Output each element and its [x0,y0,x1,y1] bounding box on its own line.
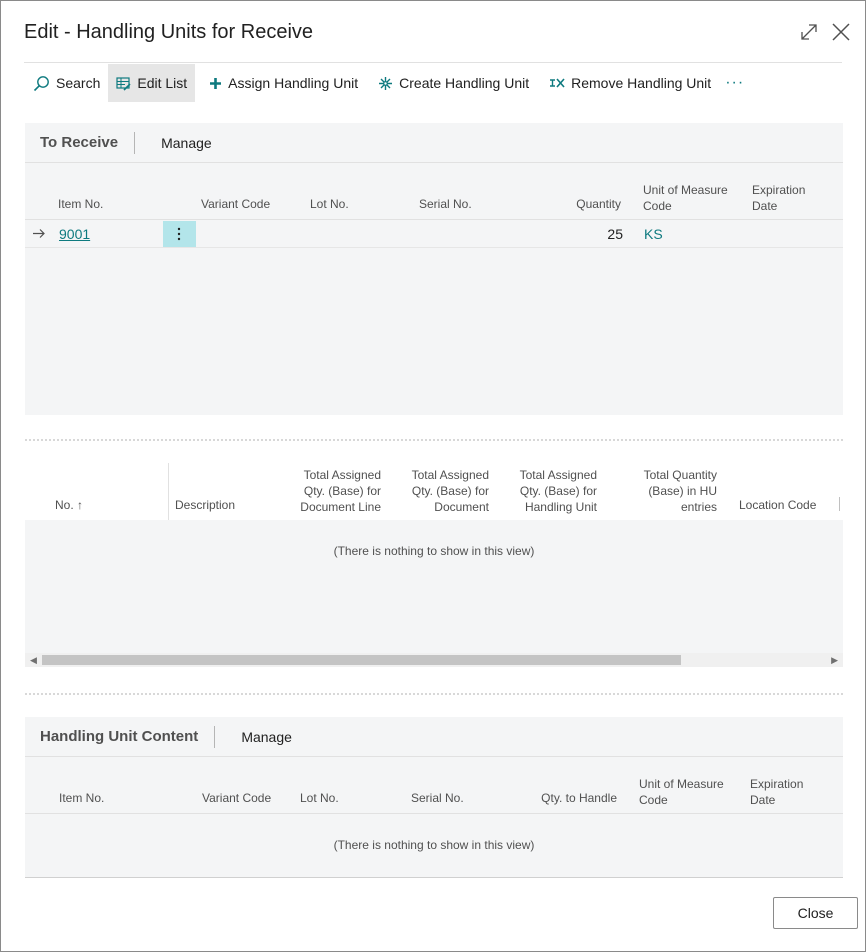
col-exp-line2: Date [752,199,778,213]
col-tahu-line2: Qty. (Base) for [519,484,597,498]
col-total-assigned-hu[interactable]: Total Assigned Qty. (Base) for Handling … [497,467,597,515]
col-lot-no[interactable]: Lot No. [300,791,339,805]
col-expiration-date[interactable]: Expiration Date [752,182,805,214]
col-variant-code[interactable]: Variant Code [201,197,271,211]
create-handling-unit-label: Create Handling Unit [399,75,530,91]
column-edge [839,497,840,511]
dialog-title: Edit - Handling Units for Receive [24,21,314,43]
more-actions-button[interactable]: ··· [725,74,745,91]
col-exp-line1: Expiration [750,777,804,791]
col-variant-code[interactable]: Variant Code [202,791,272,805]
col-tq-line1: Total Quantity [643,468,717,482]
col-tahu-line1: Total Assigned [519,468,597,482]
item-no-link[interactable]: 9001 [59,226,91,242]
col-unit-of-measure-code[interactable]: Unit of Measure Code [643,182,728,214]
horizontal-scrollbar[interactable]: ◀ ▶ [25,653,843,667]
footer-divider [25,877,843,878]
sparkle-icon [379,76,393,90]
expand-icon[interactable] [798,21,820,43]
remove-link-icon [550,78,565,88]
col-tad-line3: Document [434,500,489,514]
action-bar: Search Edit List Assign Handling Unit Cr… [25,64,750,102]
edit-list-button[interactable]: Edit List [108,64,196,102]
part-splitter[interactable] [25,439,843,441]
hu-list-empty-message: (There is nothing to show in this view) [333,544,535,558]
col-exp-line2: Date [750,793,776,807]
col-lot-no[interactable]: Lot No. [310,197,349,211]
col-no[interactable]: No. ↑ [55,498,84,512]
part-splitter-2[interactable] [25,693,843,695]
col-total-assigned-doc[interactable]: Total Assigned Qty. (Base) for Document [389,467,489,515]
quantity-cell[interactable]: 25 [607,226,623,242]
more-vertical-icon [177,227,181,241]
hu-content-column-header [25,757,843,814]
header-divider [24,62,842,63]
row-actions-button[interactable] [163,221,196,247]
col-tadl-line2: Qty. (Base) for [303,484,381,498]
header-separator [134,131,136,154]
uom-cell[interactable]: KS [644,226,663,242]
create-handling-unit-button[interactable]: Create Handling Unit [370,64,537,102]
col-exp-line1: Expiration [752,183,806,197]
search-button[interactable]: Search [25,64,108,102]
assign-handling-unit-label: Assign Handling Unit [228,75,359,91]
to-receive-column-header [25,163,843,220]
col-quantity[interactable]: Quantity [576,197,621,211]
close-icon[interactable] [830,21,852,43]
remove-handling-unit-label: Remove Handling Unit [571,75,712,91]
col-tq-line3: entries [680,500,717,514]
scrollbar-thumb[interactable] [42,655,681,665]
col-total-assigned-doc-line[interactable]: Total Assigned Qty. (Base) for Document … [281,467,381,515]
col-uom-line2: Code [643,199,672,213]
remove-handling-unit-button[interactable]: Remove Handling Unit [541,64,719,102]
col-description[interactable]: Description [175,498,236,512]
table-row[interactable]: 9001 25 KS [25,220,843,248]
hu-content-empty-message: (There is nothing to show in this view) [333,838,535,852]
header-separator [214,725,216,748]
col-item-no[interactable]: Item No. [59,791,105,805]
close-button[interactable]: Close [773,897,858,929]
plus-icon [210,77,222,89]
col-uom-line1: Unit of Measure [643,183,728,197]
search-label: Search [56,75,101,91]
col-uom-line1: Unit of Measure [639,777,724,791]
to-receive-header: To Receive Manage [25,123,843,163]
to-receive-manage-menu[interactable]: Manage [161,134,212,151]
column-divider [168,463,169,520]
assign-handling-unit-button[interactable]: Assign Handling Unit [201,64,366,102]
to-receive-part: To Receive Manage Item No. Variant Code … [25,123,843,415]
col-tahu-line3: Handling Unit [524,500,597,514]
scroll-right-icon[interactable]: ▶ [831,655,838,665]
edit-list-label: Edit List [137,75,188,91]
hu-content-manage-menu[interactable]: Manage [241,728,292,745]
col-tadl-line3: Document Line [300,500,381,514]
col-qty-to-handle[interactable]: Qty. to Handle [541,791,617,805]
hu-content-header: Handling Unit Content Manage [25,717,843,757]
edit-list-icon [116,76,131,91]
col-uom-line2: Code [639,793,668,807]
col-tad-line1: Total Assigned [411,468,489,482]
row-arrow-icon [33,229,45,238]
hu-content-title[interactable]: Handling Unit Content [40,728,199,745]
scroll-left-icon[interactable]: ◀ [30,655,37,665]
col-total-quantity-hu[interactable]: Total Quantity (Base) in HU entries [617,467,717,515]
col-tad-line2: Qty. (Base) for [411,484,489,498]
col-location-code[interactable]: Location Code [739,498,817,512]
col-tq-line2: (Base) in HU [648,484,717,498]
hu-list-body: (There is nothing to show in this view) [25,520,843,653]
col-serial-no[interactable]: Serial No. [411,791,464,805]
col-expiration-date[interactable]: Expiration Date [750,776,803,808]
col-serial-no[interactable]: Serial No. [419,197,472,211]
hu-list-column-header: No. ↑ Description Total Assigned Qty. (B… [25,463,843,520]
hu-content-part: Handling Unit Content Manage Item No. Va… [25,717,843,877]
search-icon [33,75,49,91]
col-tadl-line1: Total Assigned [303,468,381,482]
to-receive-title[interactable]: To Receive [40,134,119,151]
col-item-no[interactable]: Item No. [58,197,104,211]
col-unit-of-measure-code[interactable]: Unit of Measure Code [639,776,724,808]
